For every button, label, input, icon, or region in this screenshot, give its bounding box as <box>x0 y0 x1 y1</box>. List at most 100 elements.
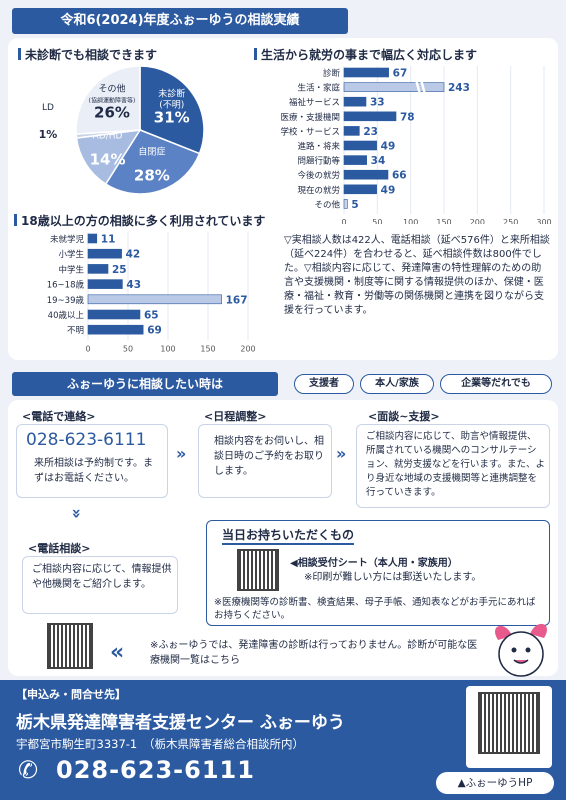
bar-9 <box>343 199 348 209</box>
bar-value-1: 42 <box>126 249 141 261</box>
category-label-5: 進路・将来 <box>297 141 340 152</box>
age-bar-chart: 0 50 100 150 200 未就学児 11 小学生 42 中学生 25 16~18歳 43 19~3… <box>47 232 256 353</box>
age-chart-heading: 18歳以上の方の相談に多く利用されています <box>14 212 265 229</box>
bar-3 <box>343 111 397 122</box>
pie-sublabel-4: (協調運動障害等) <box>89 97 136 105</box>
bar-value-0: 67 <box>393 68 408 80</box>
x-tick-label-2: 100 <box>403 218 418 224</box>
category-label-9: その他 <box>314 199 340 210</box>
bar-value-2: 25 <box>112 264 127 276</box>
pie-value-4: 26% <box>94 104 130 122</box>
pie-label-1: 自閉症 <box>138 146 165 158</box>
arrow-left-icon: « <box>110 640 125 665</box>
category-label-0: 未就学児 <box>50 234 85 245</box>
pie-heading: 未診断でも相談できます <box>18 46 157 63</box>
bar-value-6: 69 <box>147 325 162 337</box>
arrow-right-icon-2: » <box>336 444 347 463</box>
category-label-1: 生活・家庭 <box>297 83 340 94</box>
pie-label-2: AD/HD <box>93 132 123 142</box>
bar-6 <box>87 324 144 335</box>
pie-slice-2 <box>75 129 142 186</box>
bar-8 <box>343 184 377 195</box>
arrow-right-icon: » <box>176 444 187 463</box>
pie-value-3: 1% <box>39 128 58 141</box>
schedule-text: 相談内容をお伺いし、相談日時のご予約をお取りします。 <box>214 436 324 477</box>
bar-value-8: 49 <box>381 184 396 196</box>
arrow-down-icon: » <box>67 508 87 519</box>
pie-label-0: 未診断 <box>158 87 185 99</box>
diagnosis-note: ※ふぉーゆうでは、発達障害の診断は行っておりません。診断が可能な医療機関一覧はこ… <box>150 640 478 666</box>
clinic-list-qr-code[interactable] <box>44 620 96 672</box>
bring-heading: 当日お持ちいただくもの <box>222 526 355 545</box>
org-name: 栃木県発達障害者支援センター ふぉーゆう <box>16 713 345 733</box>
page-title: 令和6(2024)年度ふぉーゆうの相談実績 <box>12 8 348 34</box>
bring-item-note: ※印刷が難しい方には郵送いたします。 <box>304 572 482 583</box>
bar-0 <box>87 233 98 244</box>
bar-3 <box>87 279 123 289</box>
bar-value-4: 23 <box>363 126 378 138</box>
phone-consult-heading: <電話相談> <box>28 542 91 555</box>
bar-2 <box>87 264 109 274</box>
pie-slice-0 <box>139 65 205 155</box>
phone-heading: <電話で連絡> <box>22 410 96 423</box>
howto-title: ふぉーゆうに相談したい時は <box>12 372 278 396</box>
tag-anyone: 企業等だれでも <box>440 374 552 394</box>
bring-qr-code[interactable] <box>234 546 282 594</box>
bar-6 <box>343 155 367 165</box>
interview-box <box>356 424 550 508</box>
bar-0 <box>343 67 389 78</box>
pie-value-1: 28% <box>134 167 170 185</box>
x-tick-label-4: 200 <box>240 344 255 353</box>
bar-value-9: 5 <box>351 199 358 211</box>
bar-value-3: 78 <box>400 111 415 123</box>
category-label-2: 福祉サービス <box>289 97 340 108</box>
pie-slice-4 <box>75 65 141 135</box>
schedule-box <box>198 424 332 498</box>
category-label-6: 不明 <box>67 326 84 336</box>
bar-value-3: 43 <box>126 279 141 291</box>
category-label-7: 今後の就労 <box>297 170 340 181</box>
category-label-5: 40歳以上 <box>48 310 85 321</box>
phone-box <box>16 424 168 498</box>
bar-1 <box>343 82 445 92</box>
category-chart-heading: 生活から就労の事まで幅広く対応します <box>254 46 477 63</box>
category-label-1: 小学生 <box>58 249 84 260</box>
pie-label-3: LD <box>42 103 54 113</box>
category-label-4: 19~39歳 <box>47 295 85 306</box>
footer-phone[interactable]: 028-623-6111 <box>56 756 255 784</box>
bar-5 <box>87 309 141 320</box>
category-bar-chart: 0 50 100 150 200 250 300 診断 67 生活・家庭 243 福祉サービス 33 医療… <box>280 66 552 224</box>
bar-value-0: 11 <box>101 234 116 246</box>
bar-7 <box>343 169 389 180</box>
phone-consult-box <box>22 556 178 614</box>
bar-value-4: 167 <box>226 294 248 306</box>
bar-value-1: 243 <box>448 82 470 94</box>
pie-label-0: (不明) <box>159 99 184 110</box>
x-tick-label-4: 200 <box>470 218 485 224</box>
phone-number[interactable]: 028-623-6111 <box>26 430 147 450</box>
bar-5 <box>343 140 377 151</box>
x-tick-label-6: 300 <box>536 218 551 224</box>
bar-2 <box>343 96 367 107</box>
category-label-2: 中学生 <box>58 264 84 275</box>
tag-supporter: 支援者 <box>294 374 354 394</box>
category-label-6: 問題行動等 <box>297 156 340 167</box>
pie-value-2: 14% <box>90 151 126 169</box>
axis-break-mark <box>414 79 427 95</box>
category-label-4: 学校・サービス <box>280 126 340 137</box>
bar-4 <box>87 294 222 305</box>
category-label-0: 診断 <box>323 68 341 79</box>
hp-label[interactable]: ▲ふぉーゆうHP <box>436 772 554 794</box>
x-tick-label-3: 150 <box>436 218 451 224</box>
bar-1 <box>87 248 122 259</box>
pie-label-4: その他 <box>98 83 125 95</box>
x-tick-label-5: 250 <box>503 218 518 224</box>
stats-note: ▽実相談人数は422人、電話相談（延べ576件）と来所相談（延べ224件）を合わ… <box>284 235 550 316</box>
contact-label: 【申込み・問合せ先】 <box>16 688 126 701</box>
mascot-character <box>495 623 547 677</box>
pie-slice-1 <box>104 129 201 195</box>
bring-note: ※医療機関等の診断書、検査結果、母子手帳、通知表などがお手元にあればお持ちくださ… <box>214 597 536 621</box>
tag-family: 本人/家族 <box>360 374 434 394</box>
hp-qr-code[interactable] <box>478 692 540 754</box>
x-tick-label-1: 50 <box>123 344 133 353</box>
